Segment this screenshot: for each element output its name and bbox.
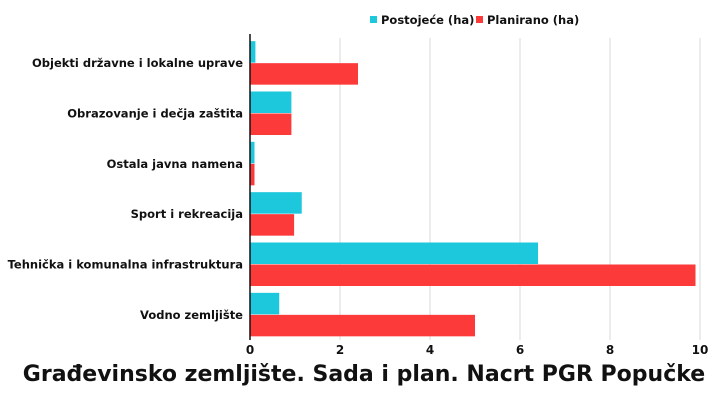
- category-label: Tehnička i komunalna infrastruktura: [8, 258, 243, 272]
- legend-label: Postojeće (ha): [381, 13, 474, 27]
- bar-postojece: [250, 242, 538, 264]
- x-tick-labels: 0 2 4 6 8 10: [246, 343, 709, 357]
- bar-planirano: [250, 63, 358, 85]
- x-tick-label: 6: [516, 343, 524, 357]
- x-tick-label: 8: [606, 343, 614, 357]
- category-label: Ostala javna namena: [107, 157, 243, 171]
- bar-postojece: [250, 91, 292, 113]
- category-label: Obrazovanje i dečja zaštita: [67, 107, 243, 121]
- bar-planirano: [250, 214, 295, 236]
- x-tick-label: 4: [426, 343, 434, 357]
- bars: [250, 41, 696, 337]
- bar-postojece: [250, 192, 302, 214]
- bar-postojece: [250, 141, 255, 164]
- bar-planirano: [250, 264, 696, 286]
- x-tick-label: 2: [336, 343, 344, 357]
- category-label: Vodno zemljište: [140, 308, 243, 322]
- bar-postojece: [250, 292, 280, 315]
- legend-swatch: [476, 16, 483, 23]
- bar-planirano: [250, 314, 475, 337]
- category-label: Sport i rekreacija: [131, 207, 243, 221]
- category-labels: Objekti državne i lokalne uprave Obrazova…: [8, 56, 244, 322]
- legend-label: Planirano (ha): [487, 13, 579, 27]
- bar-planirano: [250, 113, 292, 135]
- chart-title: Građevinsko zemljište. Sada i plan. Nacr…: [22, 362, 706, 387]
- grid: [339, 38, 701, 340]
- bar-planirano: [250, 163, 255, 186]
- bar-postojece: [250, 41, 256, 63]
- category-label: Objekti državne i lokalne uprave: [32, 56, 243, 70]
- x-tick-label: 10: [692, 343, 709, 357]
- legend: Postojeće (ha) Planirano (ha): [370, 13, 579, 27]
- legend-swatch: [370, 16, 377, 23]
- x-tick-label: 0: [246, 343, 254, 357]
